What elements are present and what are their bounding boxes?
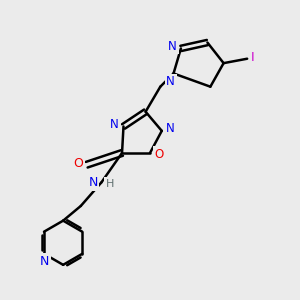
Text: I: I: [251, 51, 255, 64]
Text: N: N: [88, 176, 98, 189]
Text: N: N: [40, 255, 49, 268]
Text: N: N: [166, 75, 175, 88]
Text: N: N: [166, 122, 175, 135]
Text: N: N: [110, 118, 119, 130]
Text: N: N: [168, 40, 177, 52]
Text: O: O: [74, 157, 83, 170]
Text: O: O: [154, 148, 164, 161]
Text: H: H: [106, 179, 114, 189]
